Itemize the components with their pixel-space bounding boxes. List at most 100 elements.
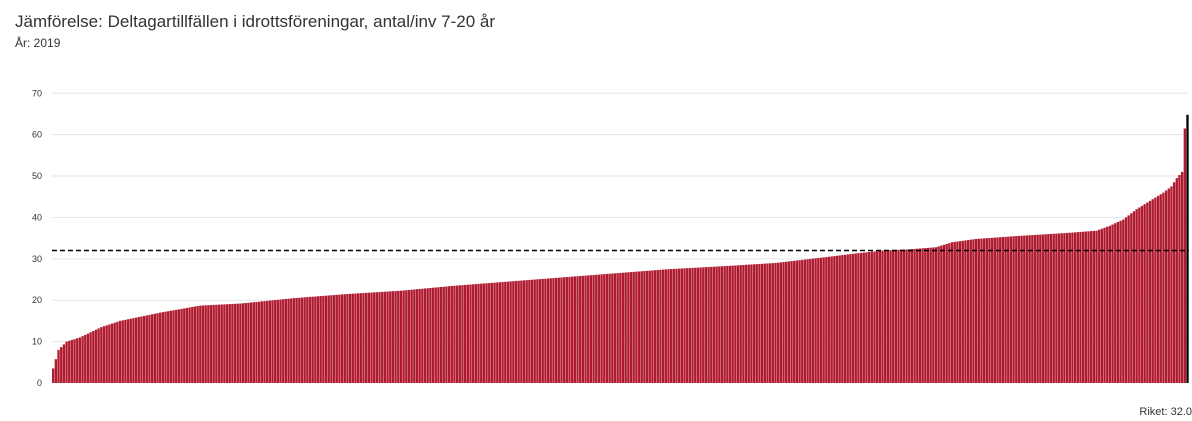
bar (705, 267, 707, 383)
bar (188, 307, 190, 383)
bar (868, 252, 870, 383)
bar (574, 276, 576, 383)
bar (381, 292, 383, 383)
bar (285, 299, 287, 383)
bar (501, 282, 503, 383)
bar (108, 324, 110, 383)
bar (472, 284, 474, 383)
bar (887, 250, 889, 383)
bar (566, 277, 568, 383)
bar (488, 283, 490, 383)
bar (1152, 199, 1154, 383)
bar (229, 304, 231, 383)
bar (753, 264, 755, 383)
bar (665, 269, 667, 383)
bar (542, 279, 544, 383)
bar (279, 300, 281, 384)
bar (865, 252, 867, 383)
bar (777, 263, 779, 383)
bar (625, 272, 627, 383)
bar (946, 244, 948, 383)
bar (298, 298, 300, 383)
bar (360, 293, 362, 383)
bar (691, 268, 693, 383)
bar (196, 306, 198, 383)
bar (1138, 208, 1140, 383)
bar (258, 302, 260, 383)
bar (79, 337, 81, 383)
bar (897, 250, 899, 383)
bar (913, 249, 915, 383)
bar (271, 300, 273, 383)
bar (210, 305, 212, 383)
bar (76, 338, 78, 383)
bar (649, 271, 651, 383)
bar (558, 278, 560, 383)
bar (376, 292, 378, 383)
bar (804, 260, 806, 383)
bar (1066, 233, 1068, 383)
bar (729, 266, 731, 383)
bar (314, 297, 316, 384)
bar (400, 291, 402, 383)
bar (103, 326, 105, 383)
bar (986, 238, 988, 383)
bar (879, 251, 881, 383)
bar (154, 314, 156, 383)
bar (991, 238, 993, 383)
bar (1010, 236, 1012, 383)
bar (1125, 217, 1127, 383)
bar (269, 301, 271, 383)
bar (84, 335, 86, 383)
bar (611, 274, 613, 383)
bar (507, 282, 509, 383)
bar (734, 265, 736, 383)
bar (178, 309, 180, 383)
bar (320, 296, 322, 383)
bar (686, 268, 688, 383)
bar (373, 292, 375, 383)
bar (95, 330, 97, 383)
bar (876, 251, 878, 383)
bar (841, 255, 843, 383)
bar (587, 275, 589, 383)
bar (627, 272, 629, 383)
bar (750, 264, 752, 383)
bar (106, 325, 108, 383)
bar (1087, 231, 1089, 383)
bar (793, 261, 795, 383)
bar (673, 269, 675, 383)
bar (737, 265, 739, 383)
bar (215, 305, 217, 383)
bar (590, 275, 592, 383)
bar (630, 272, 632, 383)
bar (996, 237, 998, 383)
bar (218, 305, 220, 383)
bar (911, 249, 913, 383)
bar (124, 320, 126, 383)
bar (772, 263, 774, 383)
bar (774, 263, 776, 383)
y-tick-label: 20 (32, 295, 42, 305)
bar (263, 301, 265, 383)
bar (114, 323, 116, 383)
bar (825, 257, 827, 383)
bar (159, 313, 161, 383)
bar (748, 265, 750, 383)
y-tick-label: 30 (32, 254, 42, 264)
bar (461, 285, 463, 383)
bar (742, 265, 744, 383)
bar (539, 279, 541, 383)
bar (568, 277, 570, 383)
bar (999, 237, 1001, 383)
bar (448, 286, 450, 383)
bar (1168, 188, 1170, 383)
bar (277, 300, 279, 383)
bar (641, 271, 643, 383)
bar (1085, 232, 1087, 383)
bar (606, 274, 608, 383)
bar (975, 239, 977, 383)
bar (183, 308, 185, 383)
bar (1109, 226, 1111, 383)
bar (245, 303, 247, 383)
